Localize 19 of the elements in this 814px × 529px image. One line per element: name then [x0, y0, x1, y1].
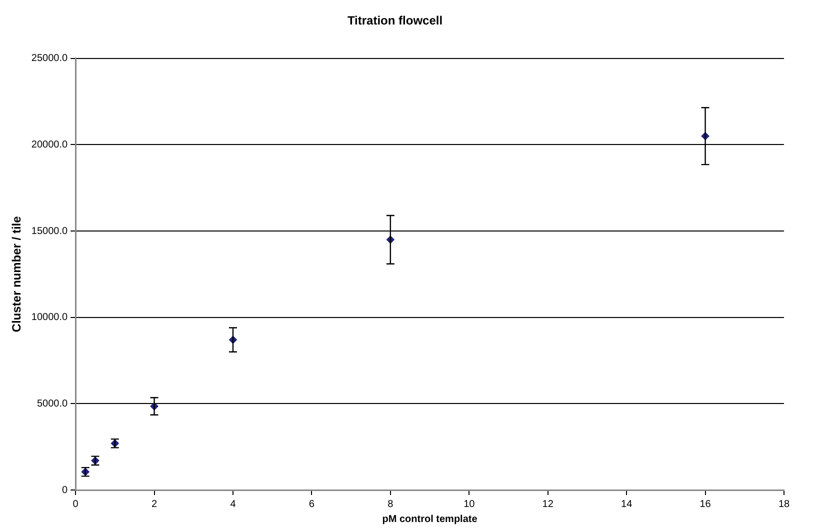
chart-title: Titration flowcell [347, 14, 443, 28]
x-tick-label: 6 [308, 498, 315, 510]
x-tick-label: 2 [151, 498, 158, 510]
x-tick-label: 16 [700, 498, 712, 510]
x-tick-label: 0 [72, 498, 79, 510]
y-tick-label: 5000.0 [36, 398, 68, 410]
x-tick-label: 12 [542, 498, 554, 510]
x-tick-label: 4 [230, 498, 236, 510]
y-tick-label: 20000.0 [31, 139, 68, 150]
y-tick-label: 15000.0 [31, 226, 68, 237]
x-axis-title: pM control template [382, 514, 478, 525]
x-tick-label: 8 [388, 498, 394, 510]
x-tick-label: 14 [621, 498, 633, 510]
y-tick-label: 10000.0 [31, 312, 68, 324]
x-tick-label: 10 [464, 498, 476, 510]
x-tick-label: 18 [778, 498, 790, 510]
y-tick-label: 0 [62, 484, 68, 496]
y-axis-title: Cluster number / tile [10, 216, 24, 332]
y-tick-label: 25000.0 [31, 53, 68, 64]
